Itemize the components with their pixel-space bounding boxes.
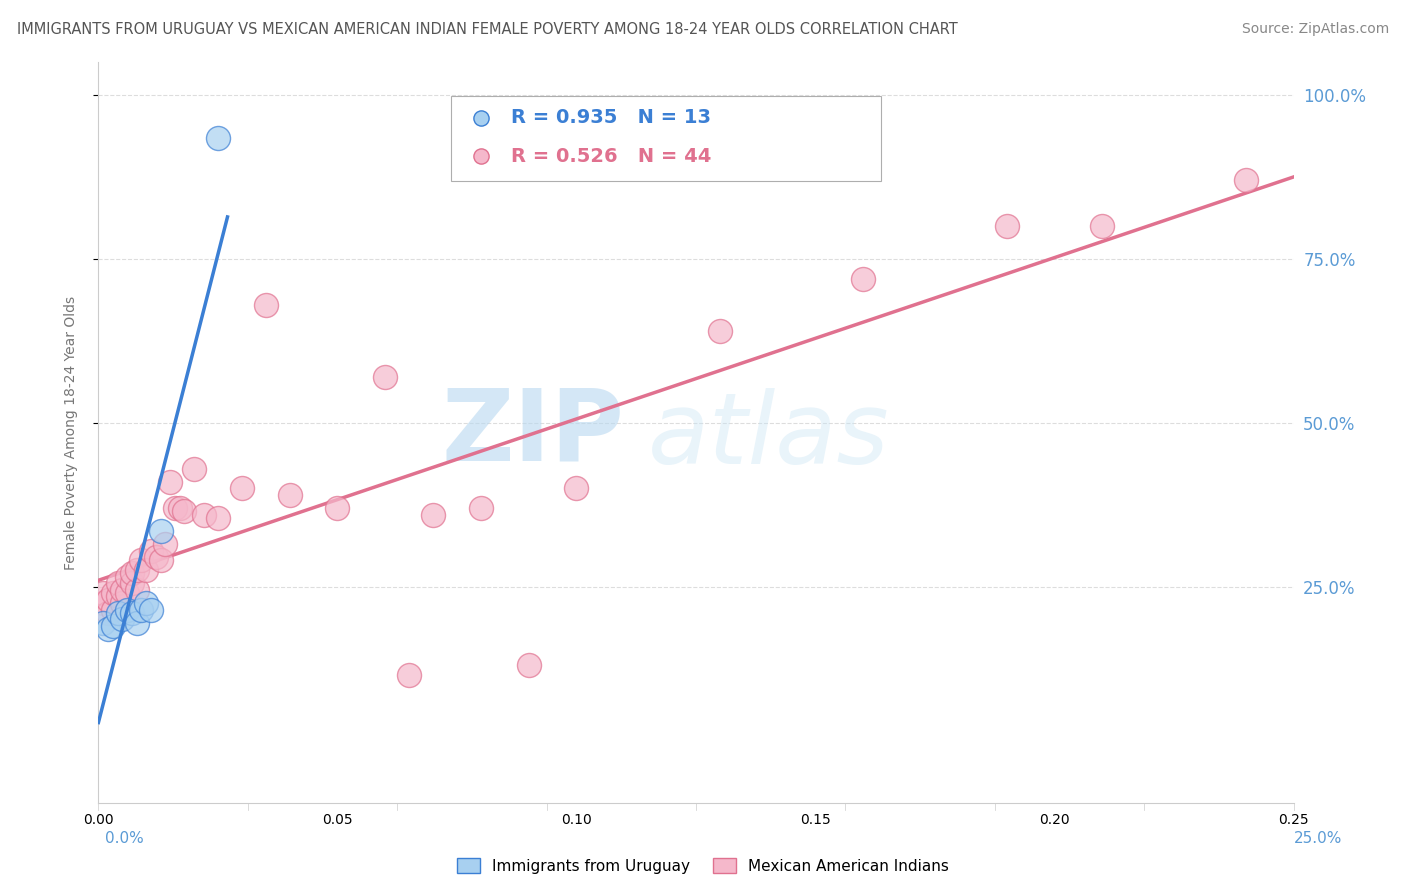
Point	[91, 586, 114, 600]
Point	[1091, 219, 1114, 234]
Point	[107, 576, 129, 591]
Point	[169, 500, 191, 515]
Point	[852, 271, 875, 285]
Text: 0.0%: 0.0%	[105, 831, 145, 846]
Point	[91, 615, 114, 630]
Text: Source: ZipAtlas.com: Source: ZipAtlas.com	[1241, 22, 1389, 37]
Legend: Immigrants from Uruguay, Mexican American Indians: Immigrants from Uruguay, Mexican America…	[451, 852, 955, 880]
Point	[159, 475, 181, 489]
Point	[326, 500, 349, 515]
Point	[139, 543, 162, 558]
Y-axis label: Female Poverty Among 18-24 Year Olds: Female Poverty Among 18-24 Year Olds	[63, 295, 77, 570]
Point	[149, 524, 172, 538]
Point	[374, 370, 396, 384]
Point	[91, 596, 114, 610]
Point	[101, 586, 124, 600]
Point	[107, 606, 129, 620]
Point	[207, 510, 229, 524]
Point	[398, 668, 420, 682]
Point	[193, 508, 215, 522]
Point	[254, 298, 277, 312]
FancyBboxPatch shape	[451, 95, 882, 181]
Point	[278, 488, 301, 502]
Point	[121, 606, 143, 620]
Point	[422, 508, 444, 522]
Point	[107, 590, 129, 604]
Point	[163, 500, 186, 515]
Point	[125, 582, 148, 597]
Point	[149, 553, 172, 567]
Point	[125, 563, 148, 577]
Point	[111, 612, 134, 626]
Text: IMMIGRANTS FROM URUGUAY VS MEXICAN AMERICAN INDIAN FEMALE POVERTY AMONG 18-24 YE: IMMIGRANTS FROM URUGUAY VS MEXICAN AMERI…	[17, 22, 957, 37]
Point	[139, 602, 162, 616]
Point	[111, 596, 134, 610]
Point	[995, 219, 1018, 234]
Text: R = 0.526   N = 44: R = 0.526 N = 44	[510, 147, 711, 166]
Point	[97, 592, 120, 607]
Point	[135, 563, 157, 577]
Point	[115, 602, 138, 616]
Point	[131, 553, 153, 567]
Point	[111, 582, 134, 597]
Point	[470, 500, 492, 515]
Point	[565, 481, 588, 495]
Point	[97, 622, 120, 636]
Text: atlas: atlas	[648, 388, 890, 485]
Text: ZIP: ZIP	[441, 384, 624, 481]
Point	[173, 504, 195, 518]
Text: R = 0.935   N = 13: R = 0.935 N = 13	[510, 109, 710, 128]
Point	[183, 461, 205, 475]
Point	[121, 566, 143, 581]
Point	[115, 586, 138, 600]
Point	[125, 615, 148, 630]
Point	[145, 550, 167, 565]
Point	[1234, 173, 1257, 187]
Point	[709, 324, 731, 338]
Point	[101, 619, 124, 633]
Point	[101, 602, 124, 616]
Point	[131, 602, 153, 616]
Point	[115, 570, 138, 584]
Point	[97, 606, 120, 620]
Point	[155, 537, 177, 551]
Point	[135, 596, 157, 610]
Text: 25.0%: 25.0%	[1295, 831, 1343, 846]
Point	[517, 658, 540, 673]
Point	[231, 481, 253, 495]
Point	[207, 130, 229, 145]
Point	[121, 576, 143, 591]
